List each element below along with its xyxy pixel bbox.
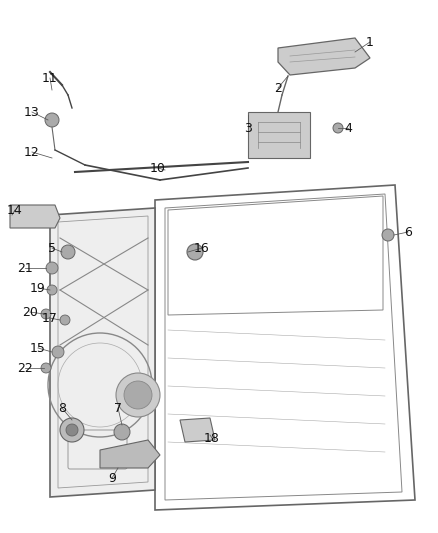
Text: 14: 14 xyxy=(7,204,23,216)
Circle shape xyxy=(66,424,78,436)
Circle shape xyxy=(46,262,58,274)
Text: 20: 20 xyxy=(22,305,38,319)
Circle shape xyxy=(52,346,64,358)
Circle shape xyxy=(41,363,51,373)
Polygon shape xyxy=(50,208,155,497)
Text: 7: 7 xyxy=(114,401,122,415)
Text: 2: 2 xyxy=(274,82,282,94)
Text: 19: 19 xyxy=(30,281,46,295)
Polygon shape xyxy=(100,440,160,468)
Text: 1: 1 xyxy=(366,36,374,49)
Circle shape xyxy=(114,424,130,440)
Circle shape xyxy=(60,315,70,325)
Text: 6: 6 xyxy=(404,225,412,238)
Text: 3: 3 xyxy=(244,122,252,134)
Text: 13: 13 xyxy=(24,106,40,118)
Polygon shape xyxy=(180,418,215,442)
Circle shape xyxy=(116,373,160,417)
Circle shape xyxy=(41,309,51,319)
Text: 5: 5 xyxy=(48,241,56,254)
Text: 22: 22 xyxy=(17,361,33,375)
Circle shape xyxy=(61,245,75,259)
Circle shape xyxy=(333,123,343,133)
Circle shape xyxy=(60,418,84,442)
Text: 11: 11 xyxy=(42,71,58,85)
Text: 12: 12 xyxy=(24,146,40,158)
Polygon shape xyxy=(278,38,370,75)
Text: 4: 4 xyxy=(344,122,352,134)
Circle shape xyxy=(124,381,152,409)
Polygon shape xyxy=(10,205,60,228)
Circle shape xyxy=(45,113,59,127)
Text: 8: 8 xyxy=(58,401,66,415)
Text: 16: 16 xyxy=(194,241,210,254)
Text: 17: 17 xyxy=(42,311,58,325)
Text: 9: 9 xyxy=(108,472,116,484)
Text: 18: 18 xyxy=(204,432,220,445)
Circle shape xyxy=(382,229,394,241)
Circle shape xyxy=(47,285,57,295)
Polygon shape xyxy=(248,112,310,158)
Circle shape xyxy=(187,244,203,260)
Text: 21: 21 xyxy=(17,262,33,274)
Text: 15: 15 xyxy=(30,342,46,354)
Text: 10: 10 xyxy=(150,161,166,174)
